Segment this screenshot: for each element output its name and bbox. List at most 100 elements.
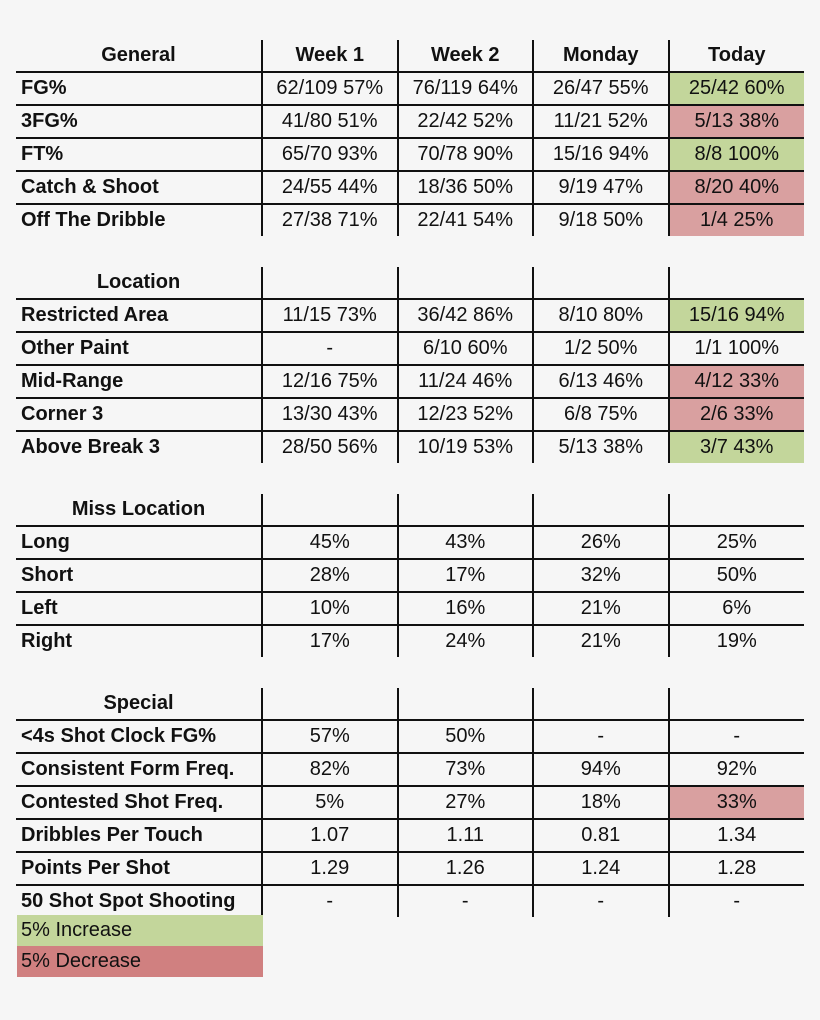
table-row: Long 45% 43% 26% 25% (16, 526, 804, 560)
cell-today: 33% (667, 786, 804, 820)
row-label: Left (16, 592, 262, 626)
cell-week1: 10% (261, 592, 398, 626)
cell-week2: 18/36 50% (396, 171, 533, 205)
column-header-empty (667, 688, 804, 721)
cell-monday: 26% (532, 526, 669, 560)
cell-monday: 0.81 (532, 819, 669, 853)
table-row: Right 17% 24% 21% 19% (16, 625, 804, 657)
table-row: Corner 3 13/30 43% 12/23 52% 6/8 75% 2/6… (16, 398, 804, 432)
cell-week2: 43% (396, 526, 533, 560)
cell-monday: 6/13 46% (532, 365, 669, 399)
cell-monday: 21% (532, 592, 669, 626)
column-header-empty (667, 267, 804, 300)
table-row: 50 Shot Spot Shooting - - - - (16, 885, 804, 917)
column-header-empty (532, 688, 669, 721)
table-row: FT% 65/70 93% 70/78 90% 15/16 94% 8/8 10… (16, 138, 804, 172)
column-header-empty (532, 267, 669, 300)
section-header: Location (16, 267, 262, 300)
cell-week1: 82% (261, 753, 398, 787)
header-row: Special (16, 688, 804, 721)
row-label: Contested Shot Freq. (16, 786, 262, 820)
table-row: <4s Shot Clock FG% 57% 50% - - (16, 720, 804, 754)
legend-increase: 5% Increase (17, 915, 263, 946)
cell-week1: 17% (261, 625, 398, 657)
cell-week1: 24/55 44% (261, 171, 398, 205)
table-row: FG% 62/109 57% 76/119 64% 26/47 55% 25/4… (16, 72, 804, 106)
row-label: Above Break 3 (21, 436, 160, 458)
cell-today: 3/7 43% (667, 431, 804, 463)
table-row: Consistent Form Freq. 82% 73% 94% 92% (16, 753, 804, 787)
row-label: Mid-Range (16, 365, 262, 399)
cell-today: 25/42 60% (667, 72, 804, 106)
cell-today: 8/20 40% (667, 171, 804, 205)
cell-week1: 62/109 57% (261, 72, 398, 106)
cell-week1: 41/80 51% (261, 105, 398, 139)
cell-today: 6% (667, 592, 804, 626)
cell-monday: 8/10 80% (532, 299, 669, 333)
row-label: Points Per Shot (16, 852, 262, 886)
cell-week1: 11/15 73% (261, 299, 398, 333)
column-header-monday: Monday (532, 40, 669, 73)
row-label: Dribbles Per Touch (16, 819, 262, 853)
column-header-today: Today (667, 40, 804, 73)
table-row: Restricted Area 11/15 73% 36/42 86% 8/10… (16, 299, 804, 333)
cell-week1: 12/16 75% (261, 365, 398, 399)
table-row: Left 10% 16% 21% 6% (16, 592, 804, 626)
table-row: 3FG% 41/80 51% 22/42 52% 11/21 52% 5/13 … (16, 105, 804, 139)
table-row: Contested Shot Freq. 5% 27% 18% 33% (16, 786, 804, 820)
cell-week2: 10/19 53% (396, 431, 533, 463)
cell-today: 15/16 94% (667, 299, 804, 333)
cell-monday: 11/21 52% (532, 105, 669, 139)
column-header-empty (396, 494, 533, 527)
cell-today: - (667, 720, 804, 754)
cell-today: 4/12 33% (667, 365, 804, 399)
cell-monday: 18% (532, 786, 669, 820)
cell-week1: 65/70 93% (261, 138, 398, 172)
row-label: Corner 3 (16, 398, 262, 432)
row-label: Long (16, 526, 262, 560)
cell-today: 2/6 33% (667, 398, 804, 432)
column-header-empty (396, 267, 533, 300)
table-row: Other Paint - 6/10 60% 1/2 50% 1/1 100% (16, 332, 804, 366)
cell-monday: 32% (532, 559, 669, 593)
header-row: Miss Location (16, 494, 804, 527)
cell-monday: 21% (532, 625, 669, 657)
cell-week1: - (261, 885, 398, 917)
cell-week2: 76/119 64% (396, 72, 533, 106)
table-row: Off The Dribble 27/38 71% 22/41 54% 9/18… (16, 204, 804, 236)
cell-week2: 17% (396, 559, 533, 593)
section-header: Miss Location (16, 494, 262, 527)
cell-today: 1/4 25% (667, 204, 804, 236)
section-header: Special (16, 688, 262, 721)
row-label: 3FG% (16, 105, 262, 139)
row-label: Other Paint (16, 332, 262, 366)
table-row: Above Break 3 28/50 56% 10/19 53% 5/13 3… (16, 431, 804, 463)
cell-week2: 12/23 52% (396, 398, 533, 432)
row-label: Short (16, 559, 262, 593)
table-row: Points Per Shot 1.29 1.26 1.24 1.28 (16, 852, 804, 886)
header-row: Location (16, 267, 804, 300)
cell-monday: 15/16 94% (532, 138, 669, 172)
cell-monday: 94% (532, 753, 669, 787)
cell-week2: 73% (396, 753, 533, 787)
table-row: Catch & Shoot 24/55 44% 18/36 50% 9/19 4… (16, 171, 804, 205)
stats-sheet: General Week 1 Week 2 Monday Today FG% 6… (16, 40, 804, 948)
cell-week1: 13/30 43% (261, 398, 398, 432)
cell-week1: 45% (261, 526, 398, 560)
cell-today: 1.34 (667, 819, 804, 853)
cell-week2: 27% (396, 786, 533, 820)
cell-week1: 28% (261, 559, 398, 593)
cell-week1: - (261, 332, 398, 366)
section-header: General (16, 40, 262, 73)
cell-today: 50% (667, 559, 804, 593)
cell-today: 5/13 38% (667, 105, 804, 139)
column-header-empty (667, 494, 804, 527)
table-row: Mid-Range 12/16 75% 11/24 46% 6/13 46% 4… (16, 365, 804, 399)
cell-today: 92% (667, 753, 804, 787)
row-label: FG% (16, 72, 262, 106)
cell-week2: 22/41 54% (396, 204, 533, 236)
column-header-empty (261, 494, 398, 527)
legend-decrease: 5% Decrease (17, 946, 263, 977)
column-header-empty (396, 688, 533, 721)
cell-today: 1/1 100% (667, 332, 804, 366)
